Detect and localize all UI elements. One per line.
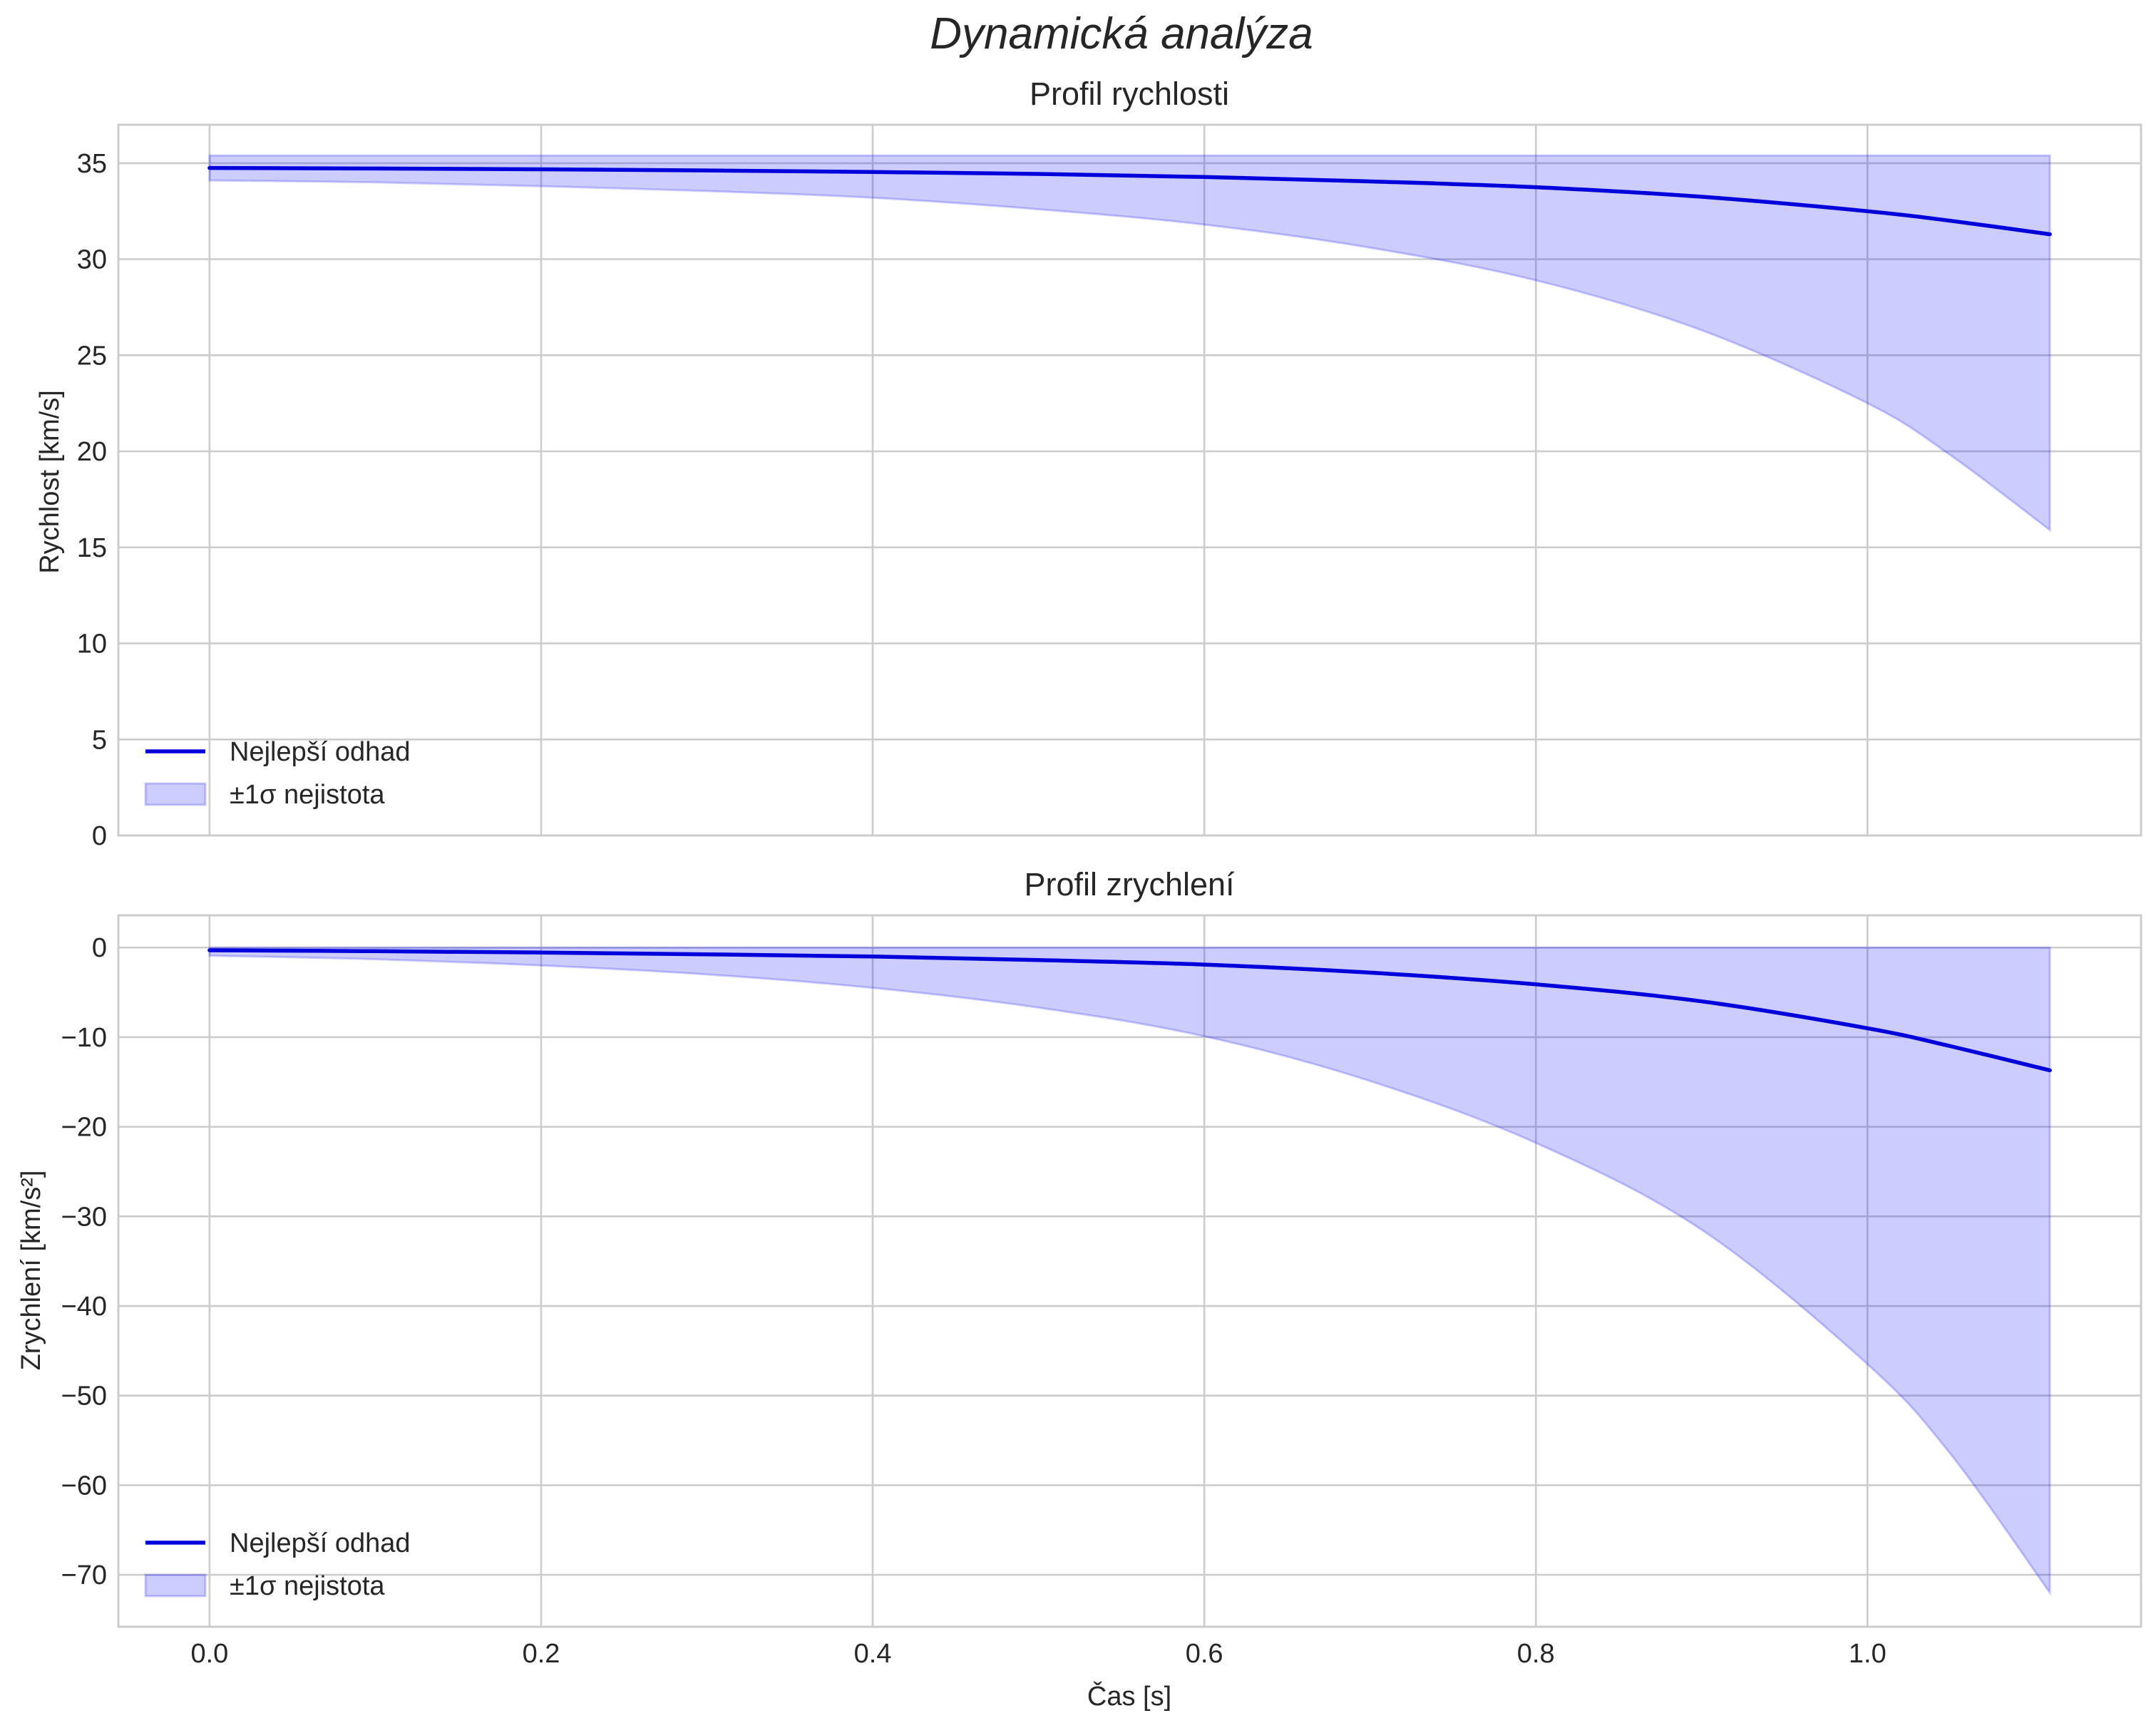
acceleration-uncertainty-band — [208, 946, 2051, 1596]
velocity-ytick-label: 10 — [77, 629, 107, 659]
velocity-axes-frame — [117, 123, 2142, 837]
time-xlabel: Čas [s] — [1087, 1680, 1171, 1712]
acceleration-legend-label: ±1σ nejistota — [230, 1571, 385, 1601]
acceleration-ytick-label: −10 — [61, 1023, 107, 1053]
velocity-ytick-label: 30 — [77, 245, 107, 275]
acceleration-legend-label: Nejlepší odhad — [230, 1528, 411, 1558]
velocity-ytick-label: 35 — [77, 149, 107, 179]
acceleration-panel: Profil zrychlení Zrychlení [km/s²] Čas [… — [16, 866, 2142, 1712]
velocity-ytick-label: 0 — [92, 821, 107, 851]
acceleration-ytick-label: 0 — [92, 933, 107, 963]
acceleration-legend: Nejlepší odhad ±1σ nejistota — [144, 1528, 411, 1601]
acceleration-ytick-label: −30 — [61, 1202, 107, 1232]
acceleration-panel-title: Profil zrychlení — [1024, 866, 1235, 902]
acceleration-ytick-label: −70 — [61, 1560, 107, 1590]
acceleration-xtick-label: 0.2 — [523, 1639, 560, 1669]
velocity-ytick-label: 15 — [77, 533, 107, 563]
acceleration-ytick-label: −60 — [61, 1471, 107, 1501]
acceleration-xtick-label: 0.6 — [1186, 1639, 1223, 1669]
acceleration-ylabel: Zrychlení [km/s²] — [16, 1171, 46, 1371]
acceleration-ytick-label: −40 — [61, 1292, 107, 1322]
velocity-ytick-label: 25 — [77, 341, 107, 371]
velocity-legend: Nejlepší odhad ±1σ nejistota — [144, 737, 411, 810]
velocity-legend-label: Nejlepší odhad — [230, 737, 411, 767]
acceleration-legend-band-swatch — [144, 1573, 207, 1598]
acceleration-plot-area — [117, 914, 2142, 1628]
acceleration-axes-frame — [117, 914, 2142, 1628]
velocity-panel-title: Profil rychlosti — [1030, 76, 1229, 112]
figure-suptitle: Dynamická analýza — [930, 9, 1313, 58]
velocity-best-estimate-line — [207, 165, 2052, 237]
acceleration-xtick-label: 0.8 — [1517, 1639, 1555, 1669]
velocity-ytick-label: 5 — [92, 725, 107, 755]
velocity-plot-area — [117, 123, 2142, 837]
acceleration-best-estimate-line — [207, 948, 2052, 1073]
velocity-panel: Profil rychlosti Rychlost [km/s] 0 5 10 15 2… — [35, 76, 2142, 851]
acceleration-ytick-label: −20 — [61, 1113, 107, 1143]
acceleration-xtick-label: 0.4 — [854, 1639, 892, 1669]
velocity-legend-band-swatch — [144, 782, 207, 806]
acceleration-xtick-label: 0.0 — [190, 1639, 228, 1669]
velocity-ytick-label: 20 — [77, 437, 107, 467]
velocity-uncertainty-band — [208, 154, 2051, 533]
acceleration-xtick-label: 1.0 — [1849, 1639, 1886, 1669]
velocity-ylabel: Rychlost [km/s] — [35, 390, 65, 574]
acceleration-ytick-label: −50 — [61, 1382, 107, 1411]
velocity-legend-label: ±1σ nejistota — [230, 780, 385, 810]
